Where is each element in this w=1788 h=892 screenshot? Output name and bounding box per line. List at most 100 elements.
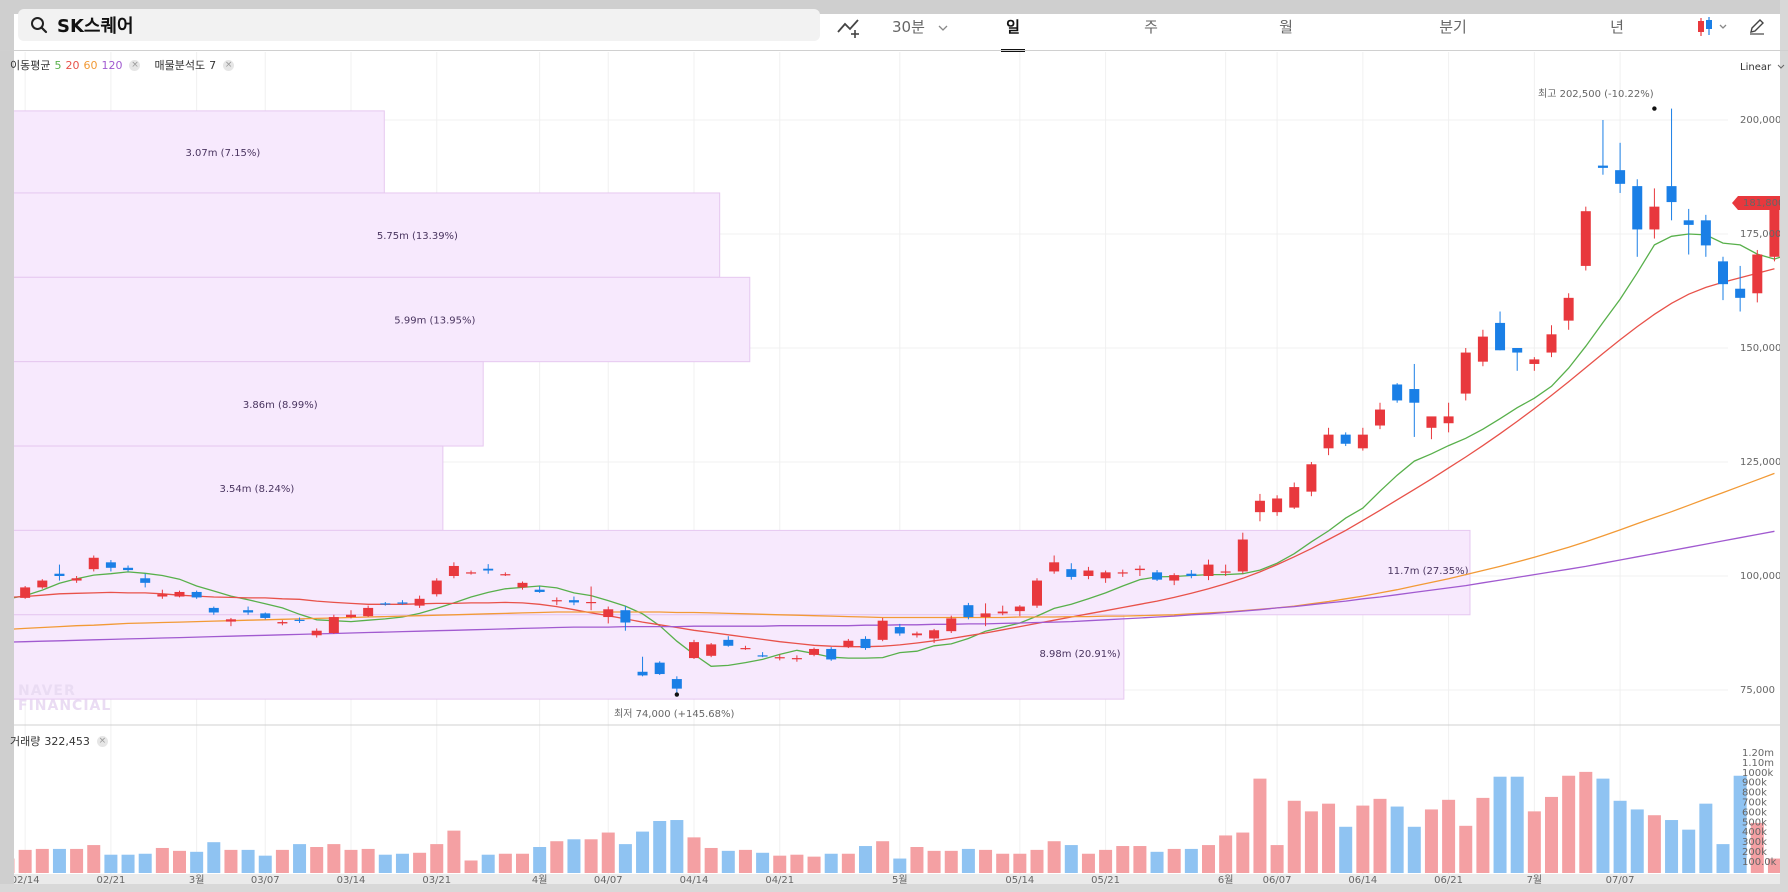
- volume-axis: 1.20m1.10m1000k900k800k700k600k500k400k3…: [1742, 748, 1777, 868]
- tab-day[interactable]: 일: [1006, 18, 1020, 36]
- search-box[interactable]: SK스퀘어: [18, 9, 820, 41]
- volume-bar: [859, 846, 872, 873]
- date-tick-label: 6월: [1218, 874, 1234, 886]
- volume-profile-label: 3.07m (7.15%): [186, 148, 261, 159]
- volume-bar: [258, 855, 272, 873]
- pencil-icon[interactable]: [1748, 17, 1766, 35]
- volume-profile-label: 11.7m (27.35%): [1387, 566, 1468, 577]
- current-price-label: 181,800: [1743, 198, 1784, 209]
- candle-body: [1323, 434, 1334, 449]
- volume-bar: [1202, 845, 1215, 873]
- volume-bar: [1287, 800, 1301, 873]
- candle-body: [1580, 211, 1591, 266]
- candle-body: [551, 600, 562, 602]
- candle-body: [980, 613, 991, 618]
- candle-body: [1649, 206, 1660, 230]
- candle-body: [929, 630, 940, 639]
- volume-bar: [1510, 776, 1524, 873]
- candle-body: [1117, 572, 1128, 574]
- tab-quarter[interactable]: 분기: [1439, 18, 1467, 36]
- trend-tool-icon[interactable]: [836, 16, 862, 38]
- volume-bar: [1767, 858, 1781, 873]
- tab-month[interactable]: 월: [1279, 18, 1293, 36]
- ma-line-ma5: [7, 233, 1788, 667]
- volume-legend: 거래량 322,453 ×: [10, 733, 108, 749]
- interval-dropdown[interactable]: 30분: [892, 16, 948, 37]
- candle-body: [1100, 572, 1111, 579]
- scale-mode-dropdown[interactable]: Linear: [1740, 62, 1785, 73]
- candle-body: [1203, 564, 1214, 576]
- date-tick-label: 04/07: [594, 875, 623, 886]
- remove-volume-icon[interactable]: ×: [96, 735, 108, 747]
- window-frame-bottom: [0, 884, 1788, 892]
- candle-body: [191, 591, 202, 598]
- chevron-down-icon: [1777, 64, 1785, 69]
- candle-body: [534, 589, 545, 592]
- volume-bar: [1356, 805, 1370, 873]
- volume-bar: [1390, 806, 1404, 873]
- candle-body: [1597, 165, 1608, 168]
- volume-bar: [138, 853, 152, 873]
- volume-bar: [1665, 820, 1679, 873]
- candle-body: [1014, 606, 1025, 612]
- volume-bar: [104, 854, 118, 873]
- ma5-label: 5: [54, 58, 62, 72]
- ma-legend-title: 이동평균: [10, 59, 51, 72]
- date-tick-label: 02/21: [96, 875, 125, 886]
- candle-body: [157, 594, 168, 597]
- date-tick-label: 05/21: [1091, 875, 1120, 886]
- candle-body: [448, 565, 459, 576]
- volume-bar: [687, 837, 701, 873]
- candle-body: [1563, 297, 1574, 321]
- candle-body: [1529, 359, 1540, 364]
- volume-bar: [35, 848, 49, 873]
- volume-bar: [344, 849, 358, 873]
- high-marker: [1652, 106, 1657, 111]
- volume-bar: [1424, 809, 1438, 873]
- volume-bar: [516, 853, 529, 873]
- volume-bar: [893, 858, 907, 873]
- candle-body: [1769, 208, 1780, 257]
- volume-bar: [944, 850, 958, 873]
- candle-body: [174, 591, 185, 597]
- candle-body: [1306, 464, 1317, 492]
- volume-tick-label: 100.0k: [1742, 857, 1777, 868]
- tab-week[interactable]: 주: [1144, 18, 1158, 36]
- volume-bar: [1527, 811, 1541, 873]
- volume-profile-label: 8.98m (20.91%): [1039, 649, 1120, 660]
- volume-bar: [961, 848, 975, 873]
- candle-body: [637, 671, 648, 676]
- candle-body: [225, 619, 236, 622]
- candle-body: [1066, 569, 1077, 577]
- tab-year[interactable]: 년: [1610, 18, 1624, 36]
- candle-body: [346, 614, 356, 618]
- candle-body: [54, 573, 65, 576]
- candle-type-icon[interactable]: [1696, 16, 1730, 38]
- candle-body: [1735, 288, 1746, 298]
- volume-bar: [670, 820, 684, 873]
- high-annotation: 최고 202,500 (-10.22%): [1538, 88, 1654, 100]
- candle-body: [140, 578, 151, 583]
- volume-bar: [1699, 803, 1713, 873]
- remove-ma-icon[interactable]: ×: [129, 59, 141, 71]
- candle-body: [706, 644, 717, 656]
- candle-body: [414, 598, 425, 606]
- candle-body: [466, 572, 477, 574]
- remove-vp-icon[interactable]: ×: [223, 59, 235, 71]
- volume-bar: [1219, 835, 1233, 873]
- volume-bar: [996, 853, 1010, 873]
- candle-body: [1049, 562, 1060, 572]
- watermark-line1: NAVER: [18, 683, 76, 699]
- candle-body: [603, 609, 614, 618]
- scale-mode-label: Linear: [1740, 62, 1772, 73]
- search-query[interactable]: SK스퀘어: [57, 16, 134, 37]
- price-tick-label: 175,000: [1740, 229, 1781, 240]
- volume-bar: [1716, 844, 1730, 873]
- volume-tick-label: 500k: [1742, 817, 1767, 828]
- candle-body: [328, 617, 339, 633]
- current-price-tag: [1732, 195, 1784, 210]
- candle-body: [1477, 336, 1488, 362]
- volume-profile-bar: [0, 614, 1125, 700]
